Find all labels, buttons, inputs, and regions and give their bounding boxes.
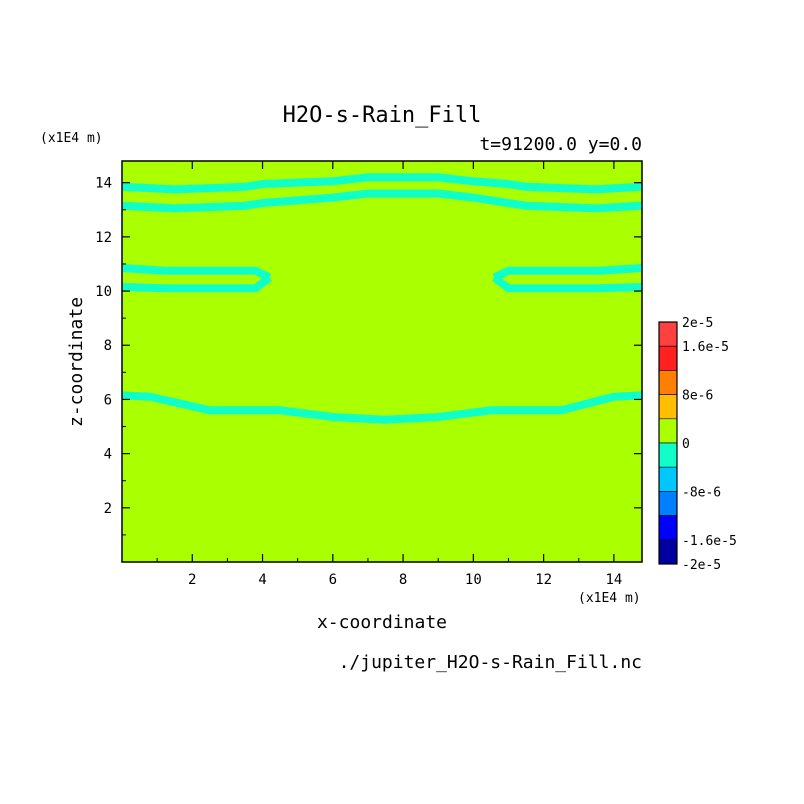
- colorbar-label: 0: [682, 437, 690, 452]
- colorbar-level: [658, 515, 678, 541]
- colorbar-frame: [658, 321, 678, 565]
- y-tick-label: 6: [104, 392, 112, 408]
- band-left-2: [122, 274, 273, 293]
- colorbar-level: [658, 345, 678, 371]
- y-tick-label: 10: [95, 284, 112, 300]
- band-right-2: [491, 274, 642, 293]
- colorbar-level: [658, 321, 678, 347]
- band-upper-2: [122, 189, 642, 213]
- y-tick-label: 4: [104, 447, 112, 463]
- x-unit-label: (x1E4 m): [578, 591, 641, 606]
- colorbar-label: 8e-6: [682, 389, 713, 404]
- x-tick-label: 8: [399, 572, 407, 588]
- colorbar-label: 2e-5: [682, 316, 713, 331]
- band-upper-1: [122, 173, 642, 194]
- colorbar-level: [658, 370, 678, 395]
- y-axis-label: z-coordinate: [66, 297, 87, 427]
- colorbar-label: 1.6e-5: [682, 340, 729, 355]
- x-tick-label: 4: [258, 572, 266, 588]
- x-tick-label: 10: [465, 572, 482, 588]
- x-tick-label: 6: [329, 572, 337, 588]
- band-left-1: [122, 264, 272, 282]
- source-file-label: ./jupiter_H2O-s-Rain_Fill.nc: [339, 652, 642, 673]
- colorbar-level: [658, 394, 678, 420]
- colorbar-label: -2e-5: [682, 558, 721, 573]
- plot-area: [122, 161, 642, 562]
- chart-title: H2O-s-Rain_Fill: [283, 103, 482, 128]
- band-right-1: [492, 264, 642, 282]
- colorbar-level: [658, 442, 678, 468]
- colorbar-level: [658, 539, 678, 565]
- colorbar-label: -1.6e-5: [682, 534, 737, 549]
- x-tick-label: 2: [188, 572, 196, 588]
- colorbar: 2e-5 1.6e-5 8e-6 0 -8e-6 -1.6e-5 -2e-5: [658, 316, 737, 573]
- x-tick-label: 14: [605, 572, 622, 588]
- y-unit-label: (x1E4 m): [40, 131, 103, 146]
- colorbar-level: [658, 418, 678, 444]
- y-tick-label: 12: [95, 230, 112, 246]
- y-tick-label: 2: [104, 501, 112, 517]
- y-tick-label: 8: [104, 338, 112, 354]
- chart-subtitle: t=91200.0 y=0.0: [479, 134, 642, 155]
- y-tick-label: 14: [95, 176, 112, 192]
- x-tick-label: 12: [535, 572, 552, 588]
- band-lower: [122, 391, 642, 424]
- axes: 2 4 6 8 10 12 14 2 4 6 8 10 12 14: [95, 160, 643, 588]
- plot-frame: [121, 160, 643, 563]
- colorbar-level: [658, 491, 678, 516]
- x-axis-label: x-coordinate: [317, 612, 447, 633]
- colorbar-label: -8e-6: [682, 485, 721, 500]
- field-background: [122, 161, 642, 562]
- colorbar-level: [658, 466, 678, 492]
